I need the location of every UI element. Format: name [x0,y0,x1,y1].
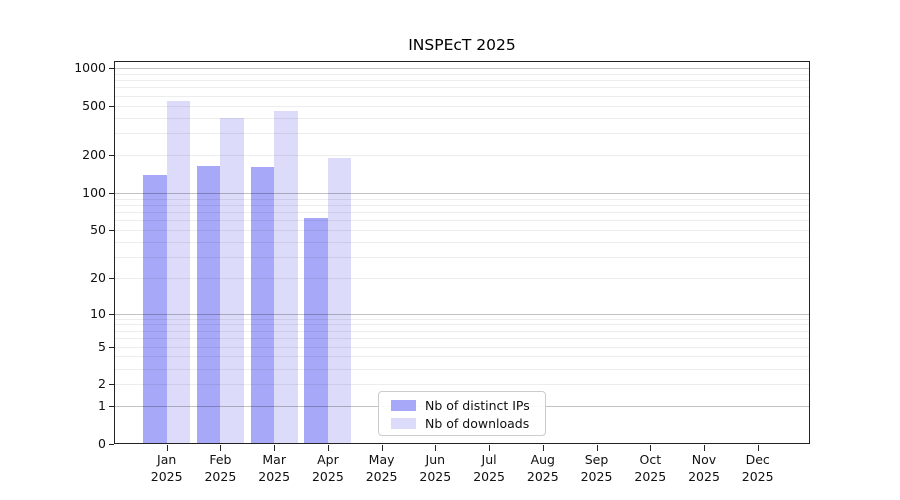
bar-distinct-ips-apr [304,217,328,444]
x-axis-tick-label: Jan 2025 [150,452,183,484]
x-axis-tick-label: Feb 2025 [204,452,237,484]
y-axis-tick-label: 100 [82,184,106,200]
y-axis-tick-label: 10 [90,305,106,321]
y-axis-tick [109,313,114,315]
x-axis-tick-label: Jul 2025 [473,452,505,484]
x-axis-tick [704,445,705,451]
x-axis-tick-label: Nov 2025 [688,452,720,484]
x-axis-tick-label: Jun 2025 [419,452,452,484]
x-axis-tick-label: Dec 2025 [741,452,774,484]
x-axis-tick [327,445,329,451]
x-axis-tick [166,445,168,451]
bar-downloads-feb [220,117,244,444]
gridline-minor [115,95,809,97]
y-axis-tick-label: 5 [98,338,106,354]
x-axis-tick [381,445,383,451]
x-axis-tick [435,445,437,451]
x-axis-tick-label: Sep 2025 [580,452,613,484]
x-axis-tick-label: Mar 2025 [258,452,291,484]
bar-downloads-apr [327,158,352,444]
x-axis-tick [650,445,652,451]
bar-downloads-jan [166,100,191,444]
x-axis-tick-label: Apr 2025 [311,452,344,484]
gridline-minor [115,73,809,75]
gridline-minor [115,80,809,82]
y-axis-tick [109,105,114,107]
y-axis-tick-label: 1000 [74,60,106,75]
gridline-minor [115,105,809,107]
x-axis-tick [274,445,276,451]
x-axis-tick [757,445,759,451]
gridline-minor [115,155,809,157]
y-axis-tick [109,155,114,157]
x-axis-tick [596,445,598,451]
x-axis-tick-label: Oct 2025 [634,452,667,484]
y-axis-tick-label: 0 [98,436,106,451]
x-axis-tick [220,445,222,451]
y-axis-tick-label: 50 [90,222,106,237]
y-axis-tick-label: 200 [82,147,106,163]
legend-item-downloads: Nb of downloads [391,415,545,432]
legend-label-distinct-ips: Nb of distinct IPs [425,398,530,413]
bar-distinct-ips-feb [196,165,221,444]
gridline-minor [115,133,809,135]
legend: Nb of distinct IPs Nb of downloads [378,391,546,436]
x-axis-tick [542,445,544,451]
y-axis-tick [109,444,114,445]
gridline-minor [115,117,809,119]
gridline-minor [115,87,809,89]
legend-label-downloads: Nb of downloads [425,416,530,431]
y-axis-tick-label: 20 [90,270,106,286]
x-axis-tick-label: Aug 2025 [526,452,559,484]
y-axis-tick-label: 1 [98,398,106,414]
x-axis-tick [489,445,491,451]
legend-item-distinct-ips: Nb of distinct IPs [391,397,545,414]
legend-swatch-downloads [391,418,416,429]
y-axis-tick [109,384,114,386]
chart-title: INSPEcT 2025 [408,36,516,54]
x-axis-tick-label: May 2025 [365,452,398,484]
y-axis-tick [109,406,114,408]
gridline-major [115,68,809,69]
y-axis-tick [109,346,114,348]
bar-distinct-ips-mar [250,166,275,444]
y-axis-tick [109,192,114,194]
y-axis-tick [109,230,114,231]
bar-downloads-mar [274,110,298,444]
bar-distinct-ips-jan [143,174,167,444]
y-axis-tick [109,278,114,280]
y-axis-tick-label: 2 [98,376,106,392]
y-axis-tick-label: 500 [82,97,106,113]
y-axis-tick [109,68,114,69]
legend-swatch-distinct-ips [391,400,416,411]
